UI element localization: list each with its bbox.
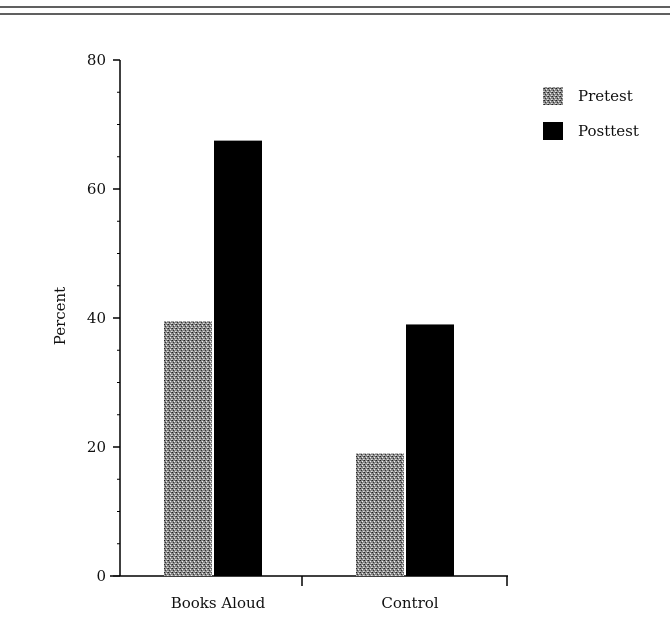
y-tick-label: 40 [87,309,106,327]
x-category-label: Control [381,594,438,612]
y-tick-label: 20 [87,438,106,456]
x-category-label: Books Aloud [171,594,266,612]
bar-posttest-control [406,324,454,576]
bar-pretest-books-aloud [164,321,212,576]
y-tick-label: 80 [87,51,106,69]
x-axis-ticks: Books Aloud Control [171,576,508,612]
y-tick-label: 60 [87,180,106,198]
legend-label-pretest: Pretest [578,87,633,105]
y-tick-label: 0 [96,567,106,585]
legend-swatch-pretest [543,87,563,105]
bar-posttest-books-aloud [214,140,262,576]
legend: Pretest Posttest [543,87,639,140]
y-axis-label: Percent [51,287,69,345]
bar-pretest-control [356,453,404,576]
y-axis-ticks: 0 20 40 60 80 [87,51,120,585]
bars-group [164,140,454,576]
legend-swatch-posttest [543,122,563,140]
legend-label-posttest: Posttest [578,122,639,140]
